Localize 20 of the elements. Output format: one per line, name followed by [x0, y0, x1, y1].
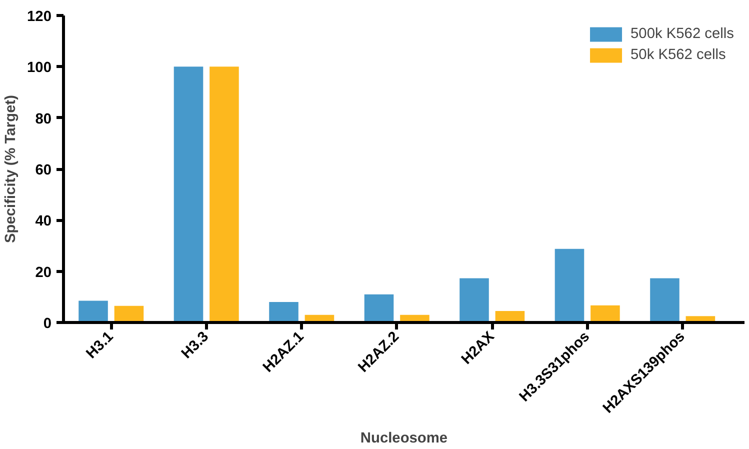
bar	[364, 294, 394, 322]
bar	[554, 248, 584, 322]
bar	[590, 305, 620, 322]
y-tick-label: 0	[43, 316, 52, 332]
bar	[460, 278, 489, 322]
bar	[650, 278, 680, 322]
y-axis-title: Specificity (% Target)	[3, 94, 20, 243]
bar	[174, 66, 204, 322]
y-tick-label: 100	[27, 60, 52, 76]
bar	[269, 302, 298, 322]
y-tick-label: 60	[35, 162, 52, 178]
legend-label: 50k K562 cells	[630, 47, 726, 63]
y-tick-label: 40	[35, 214, 52, 230]
bar	[78, 300, 108, 322]
legend-label: 500k K562 cells	[630, 26, 734, 42]
x-axis-title: Nucleosome	[360, 430, 448, 446]
y-tick-label: 80	[35, 111, 52, 128]
y-tick-label: 120	[27, 9, 52, 25]
bar	[210, 66, 239, 322]
y-tick-label: 20	[35, 264, 52, 281]
